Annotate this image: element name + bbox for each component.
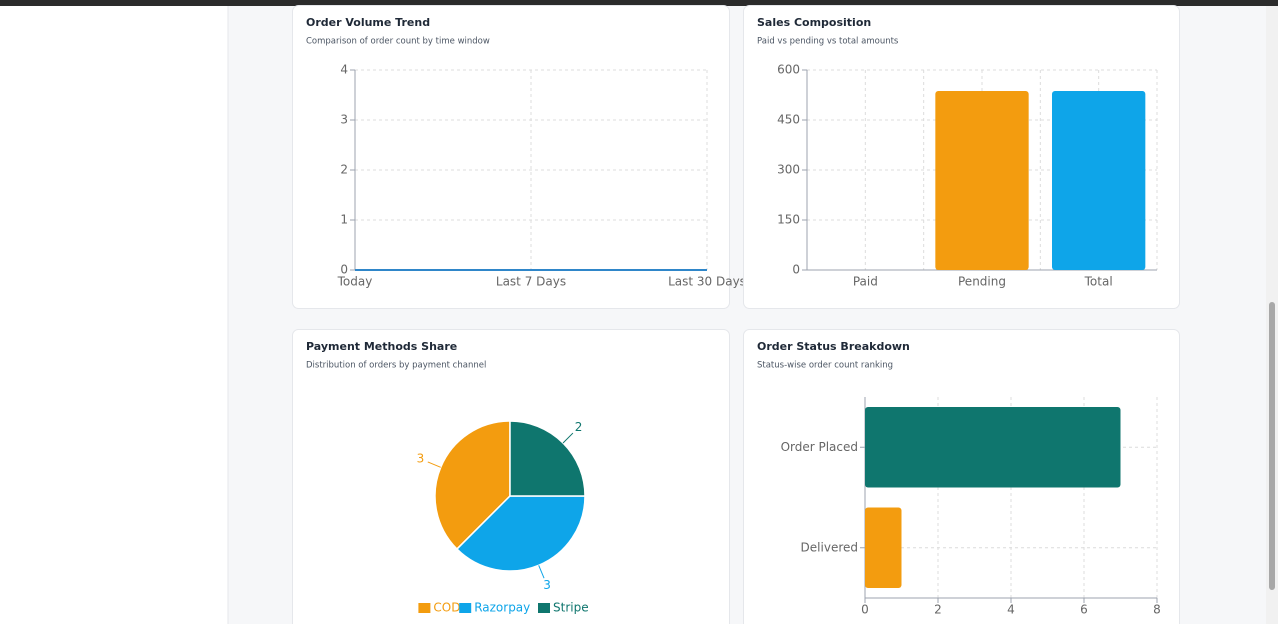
y-tick-label: 0 — [340, 263, 348, 277]
card-subtitle: Distribution of orders by payment channe… — [306, 361, 486, 371]
pie-slice — [434, 420, 511, 551]
x-tick-label: 8 — [1153, 603, 1161, 617]
x-tick-label: Last 7 Days — [496, 275, 566, 289]
y-tick-label: 150 — [777, 213, 800, 227]
x-tick-label: 2 — [934, 603, 942, 617]
legend-label: Stripe — [553, 601, 589, 615]
charts: Order Volume Trend Comparison of order co… — [292, 5, 1180, 624]
y-tick-label: Order Placed — [781, 440, 858, 454]
card-title: Payment Methods Share — [306, 340, 457, 353]
bar — [935, 91, 1029, 270]
data-label: 3 — [543, 578, 551, 592]
y-tick-label: 300 — [777, 163, 800, 177]
sidebar — [0, 6, 228, 624]
leader-line — [427, 461, 441, 468]
card-subtitle: Paid vs pending vs total amounts — [757, 37, 899, 47]
bar — [865, 507, 902, 588]
x-tick-label: 4 — [1007, 603, 1015, 617]
leader-line — [562, 432, 574, 444]
data-label: 2 — [575, 420, 583, 434]
window-bar — [0, 0, 1278, 6]
legend-swatch — [459, 603, 472, 613]
bar — [865, 407, 1121, 488]
x-tick-label: Pending — [958, 275, 1006, 289]
card-title: Order Volume Trend — [306, 16, 430, 29]
card-title: Order Status Breakdown — [757, 340, 910, 353]
x-tick-label: Last 30 Days — [668, 275, 746, 289]
scrollbar-thumb[interactable] — [1269, 302, 1275, 590]
card-title: Sales Composition — [757, 16, 871, 29]
legend-label: COD — [433, 601, 460, 615]
y-tick-label: Delivered — [801, 540, 858, 554]
y-tick-label: 4 — [340, 63, 348, 77]
x-tick-label: 0 — [861, 603, 869, 617]
data-label: 3 — [417, 451, 425, 465]
y-tick-label: 3 — [340, 113, 348, 127]
y-tick-label: 2 — [340, 163, 348, 177]
y-tick-label: 450 — [777, 113, 800, 127]
y-tick-label: 0 — [792, 263, 800, 277]
legend-swatch — [418, 603, 431, 613]
x-tick-label: Total — [1084, 275, 1113, 289]
card-subtitle: Comparison of order count by time window — [306, 37, 490, 47]
y-tick-label: 600 — [777, 63, 800, 77]
legend-label: Razorpay — [474, 601, 530, 615]
legend-swatch — [538, 603, 550, 613]
x-tick-label: Paid — [853, 275, 878, 289]
card-subtitle: Status-wise order count ranking — [757, 361, 893, 371]
y-tick-label: 1 — [340, 213, 348, 227]
bar — [1052, 91, 1146, 270]
pie-slice — [455, 495, 586, 572]
x-tick-label: Today — [337, 275, 373, 289]
leader-line — [538, 565, 545, 579]
x-tick-label: 6 — [1080, 603, 1088, 617]
card — [292, 5, 730, 309]
pie-slice — [509, 420, 586, 497]
